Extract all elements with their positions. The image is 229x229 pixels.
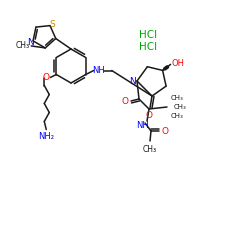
Text: O: O: [145, 110, 152, 119]
Text: CH₃: CH₃: [170, 95, 183, 101]
Text: CH₃: CH₃: [15, 41, 29, 50]
Text: HCl: HCl: [138, 42, 156, 52]
Text: NH: NH: [136, 121, 149, 130]
Text: O: O: [43, 73, 49, 82]
Text: CH₃: CH₃: [170, 112, 183, 118]
Text: O: O: [121, 97, 128, 106]
Text: NH₂: NH₂: [38, 131, 54, 140]
Text: N: N: [27, 38, 33, 47]
Text: NH: NH: [92, 66, 105, 75]
Text: HCl: HCl: [138, 30, 156, 40]
Text: OH: OH: [170, 59, 183, 68]
Text: N: N: [129, 77, 136, 86]
Text: S: S: [49, 20, 55, 29]
Text: CH₃: CH₃: [142, 144, 156, 153]
Text: O: O: [161, 126, 168, 135]
Text: CH₃: CH₃: [173, 104, 185, 109]
